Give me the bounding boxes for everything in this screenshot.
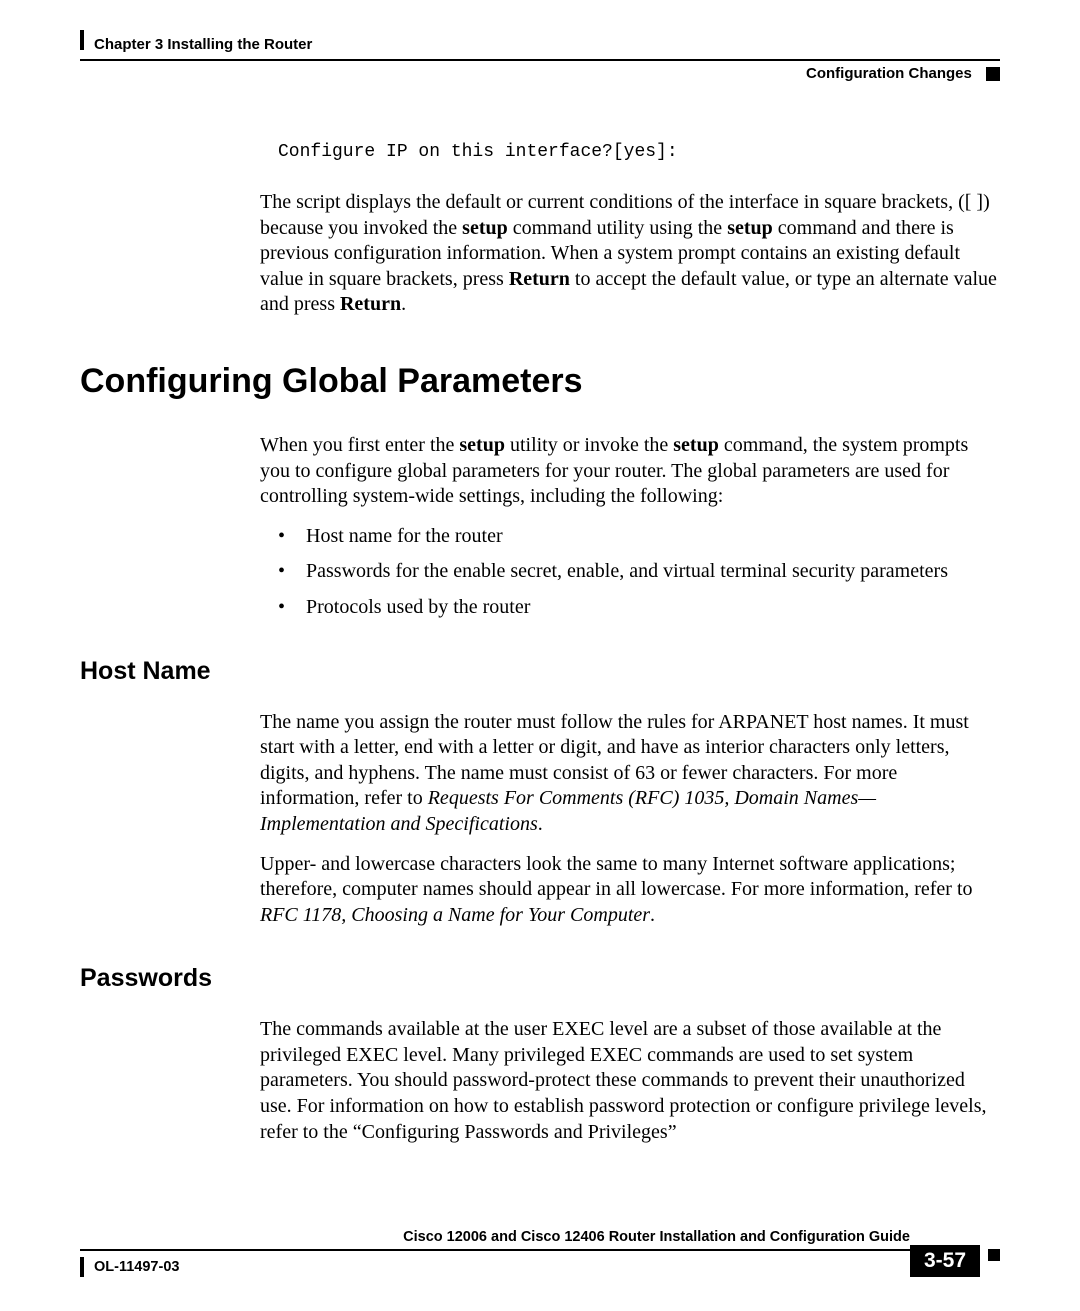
text-bold: setup (727, 217, 773, 239)
text: Upper- and lowercase characters look the… (260, 853, 973, 901)
text: command utility using the (508, 217, 727, 239)
list-item: Host name for the router (278, 524, 1000, 550)
text: . (401, 293, 406, 315)
text-bold: Return (340, 293, 401, 315)
list-item: Protocols used by the router (278, 595, 1000, 621)
text: . (650, 904, 655, 926)
global-paragraph: When you first enter the setup utility o… (260, 433, 1000, 510)
page-container: Chapter 3 Installing the Router Configur… (0, 0, 1080, 1311)
text-bold: setup (459, 434, 505, 456)
footer-doc-number: OL-11497-03 (94, 1259, 910, 1275)
footer-rule (80, 1249, 910, 1251)
page-number: 3-57 (910, 1245, 980, 1277)
content-area: Configure IP on this interface?[yes]: Th… (260, 142, 1000, 318)
section-subheader: Configuration Changes (80, 65, 1000, 82)
chapter-header: Chapter 3 Installing the Router (94, 36, 1000, 53)
intro-paragraph: The script displays the default or curre… (260, 190, 1000, 318)
text: When you first enter the (260, 434, 459, 456)
heading-host-name: Host Name (80, 657, 1000, 686)
footer-marker-icon (988, 1249, 1000, 1261)
global-bullet-list: Host name for the router Passwords for t… (278, 524, 1000, 621)
text-bold: setup (673, 434, 719, 456)
section-subheader-text: Configuration Changes (806, 65, 972, 82)
page-footer: Cisco 12006 and Cisco 12406 Router Insta… (80, 1229, 1000, 1277)
section-marker-icon (986, 67, 1000, 81)
text-bold: setup (462, 217, 508, 239)
heading-passwords: Passwords (80, 964, 1000, 993)
text-italic: RFC 1178, Choosing a Name for Your Compu… (260, 904, 650, 926)
passwords-section: The commands available at the user EXEC … (260, 1017, 1000, 1145)
code-prompt: Configure IP on this interface?[yes]: (278, 142, 1000, 162)
text: . (538, 813, 543, 835)
footer-guide-title: Cisco 12006 and Cisco 12406 Router Insta… (80, 1229, 910, 1245)
global-section: When you first enter the setup utility o… (260, 433, 1000, 621)
text: utility or invoke the (505, 434, 673, 456)
host-paragraph-1: The name you assign the router must foll… (260, 710, 1000, 838)
text-bold: Return (509, 268, 570, 290)
header-rule (80, 59, 1000, 61)
host-section: The name you assign the router must foll… (260, 710, 1000, 929)
list-item: Passwords for the enable secret, enable,… (278, 559, 1000, 585)
footer-vertical-rule (80, 1257, 84, 1277)
host-paragraph-2: Upper- and lowercase characters look the… (260, 852, 1000, 929)
heading-global-parameters: Configuring Global Parameters (80, 362, 1000, 401)
passwords-paragraph: The commands available at the user EXEC … (260, 1017, 1000, 1145)
header-vertical-rule (80, 30, 84, 50)
